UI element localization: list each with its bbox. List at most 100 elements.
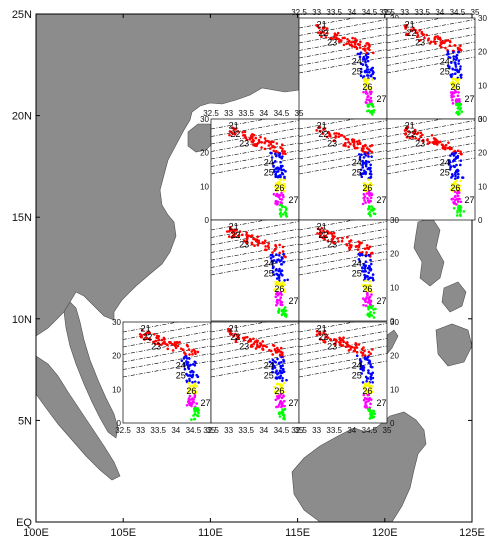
ts-point (433, 137, 437, 141)
density-isoline (211, 360, 299, 378)
ts-point (318, 337, 322, 341)
ts-point (190, 418, 193, 421)
density-isoline (299, 157, 387, 175)
ts-point (367, 278, 370, 281)
ts-point (361, 284, 365, 287)
ts-point (414, 28, 417, 32)
ts-point (283, 279, 286, 282)
density-label: 21 (317, 120, 327, 130)
ts-point (365, 146, 369, 150)
ts-point (357, 240, 360, 243)
ts-point (456, 113, 460, 116)
ts-point (228, 130, 232, 133)
ts-point (196, 350, 200, 354)
ts-point (440, 45, 443, 49)
ts-point (282, 168, 285, 172)
ts-point (369, 109, 373, 113)
ts-point (327, 131, 330, 135)
ts-point (337, 340, 341, 344)
ts-point (451, 186, 454, 189)
ts-point (278, 243, 281, 247)
ts-point (348, 248, 352, 251)
panel-y-tick-label: 10 (478, 81, 487, 90)
density-label: 22 (406, 28, 416, 38)
ts-point (237, 233, 241, 237)
ts-point (275, 192, 279, 196)
ts-point (232, 334, 235, 338)
ts-point (358, 254, 362, 257)
ts-point (415, 31, 419, 35)
ts-point (271, 161, 275, 165)
ts-point (365, 189, 369, 193)
ts-point (186, 361, 190, 364)
ts-point (364, 44, 367, 48)
ts-point (462, 210, 466, 213)
ts-point (367, 289, 371, 293)
density-label: 25 (440, 168, 450, 178)
density-isoline (299, 353, 387, 370)
ts-point (176, 341, 180, 345)
ts-point (351, 140, 354, 144)
density-label: 24 (264, 157, 274, 167)
panel-x-tick-label: 34.5 (362, 8, 378, 17)
ts-point (340, 239, 344, 243)
ts-point (358, 243, 361, 247)
ts-point (274, 182, 278, 186)
density-label: 22 (406, 129, 416, 139)
ts-point (456, 169, 460, 173)
ts-point (370, 78, 374, 81)
ts-point (172, 343, 176, 346)
ts-point (187, 401, 191, 405)
ts-point (331, 234, 334, 238)
ts-point (233, 229, 236, 233)
ts-point (372, 278, 375, 282)
ts-point (451, 91, 455, 94)
density-isoline (299, 120, 387, 137)
ts-point (364, 269, 367, 273)
ts-point (366, 94, 370, 98)
ts-point (361, 354, 364, 357)
ts-point (249, 234, 253, 238)
ts-point (448, 160, 452, 164)
ts-point (369, 377, 373, 381)
ts-point (225, 230, 229, 233)
ts-point (250, 134, 253, 137)
ts-point (440, 42, 443, 46)
ts-point (453, 195, 457, 199)
ts-point (363, 77, 366, 80)
ts-point (188, 353, 191, 356)
density-isoline (123, 330, 211, 348)
ts-point (323, 127, 327, 130)
ts-point (364, 172, 367, 176)
ts-point (279, 270, 282, 273)
ts-point (275, 154, 278, 158)
ts-point (449, 75, 453, 78)
ts-point (232, 234, 235, 237)
ts-point (337, 135, 340, 139)
ts-point (459, 48, 463, 52)
ts-point (279, 259, 283, 262)
panel-x-tick-label: 34 (347, 8, 356, 17)
ts-point (451, 189, 455, 192)
ts-point (229, 328, 233, 332)
ts-point (416, 35, 419, 39)
ts-point (370, 290, 373, 294)
ts-point (168, 340, 171, 344)
ts-point (279, 164, 283, 168)
ts-point (446, 50, 450, 53)
density-label: 21 (229, 221, 239, 231)
ts-point (457, 62, 460, 65)
ts-point (369, 402, 372, 406)
ts-point (352, 138, 356, 142)
ts-point (362, 398, 366, 402)
ts-point (277, 382, 281, 386)
ts-point (268, 147, 272, 150)
ts-point (148, 337, 151, 340)
ts-point (453, 198, 457, 202)
y-tick-label: EQ (16, 517, 32, 529)
